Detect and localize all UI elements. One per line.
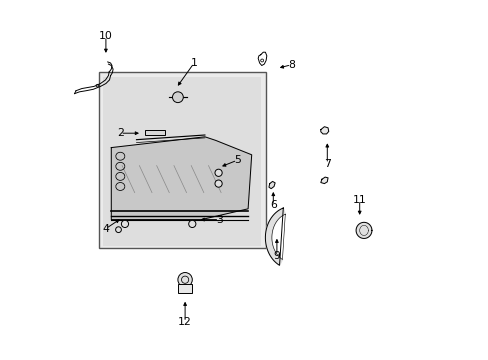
Circle shape [178, 273, 192, 287]
Text: 10: 10 [99, 31, 113, 41]
Circle shape [172, 92, 183, 103]
Circle shape [215, 180, 222, 187]
Circle shape [115, 227, 121, 233]
Text: 11: 11 [352, 195, 366, 205]
Polygon shape [355, 222, 371, 238]
Circle shape [188, 220, 196, 228]
Polygon shape [268, 181, 275, 189]
Text: 8: 8 [287, 60, 294, 70]
Text: 5: 5 [233, 155, 240, 165]
Text: 6: 6 [269, 200, 276, 210]
Polygon shape [111, 137, 251, 220]
Text: 12: 12 [178, 317, 192, 327]
Text: 3: 3 [215, 215, 222, 225]
Polygon shape [265, 208, 285, 265]
Text: 9: 9 [273, 251, 280, 261]
Text: 1: 1 [190, 58, 197, 68]
Circle shape [121, 220, 128, 228]
Bar [99, 72, 265, 248]
Text: 2: 2 [117, 128, 123, 138]
Polygon shape [320, 177, 327, 184]
Bar [103, 77, 261, 246]
Circle shape [215, 169, 222, 176]
Polygon shape [320, 127, 328, 134]
Bar [145, 130, 165, 135]
Bar [178, 284, 192, 293]
Text: 4: 4 [102, 224, 109, 234]
Text: 7: 7 [323, 159, 330, 169]
